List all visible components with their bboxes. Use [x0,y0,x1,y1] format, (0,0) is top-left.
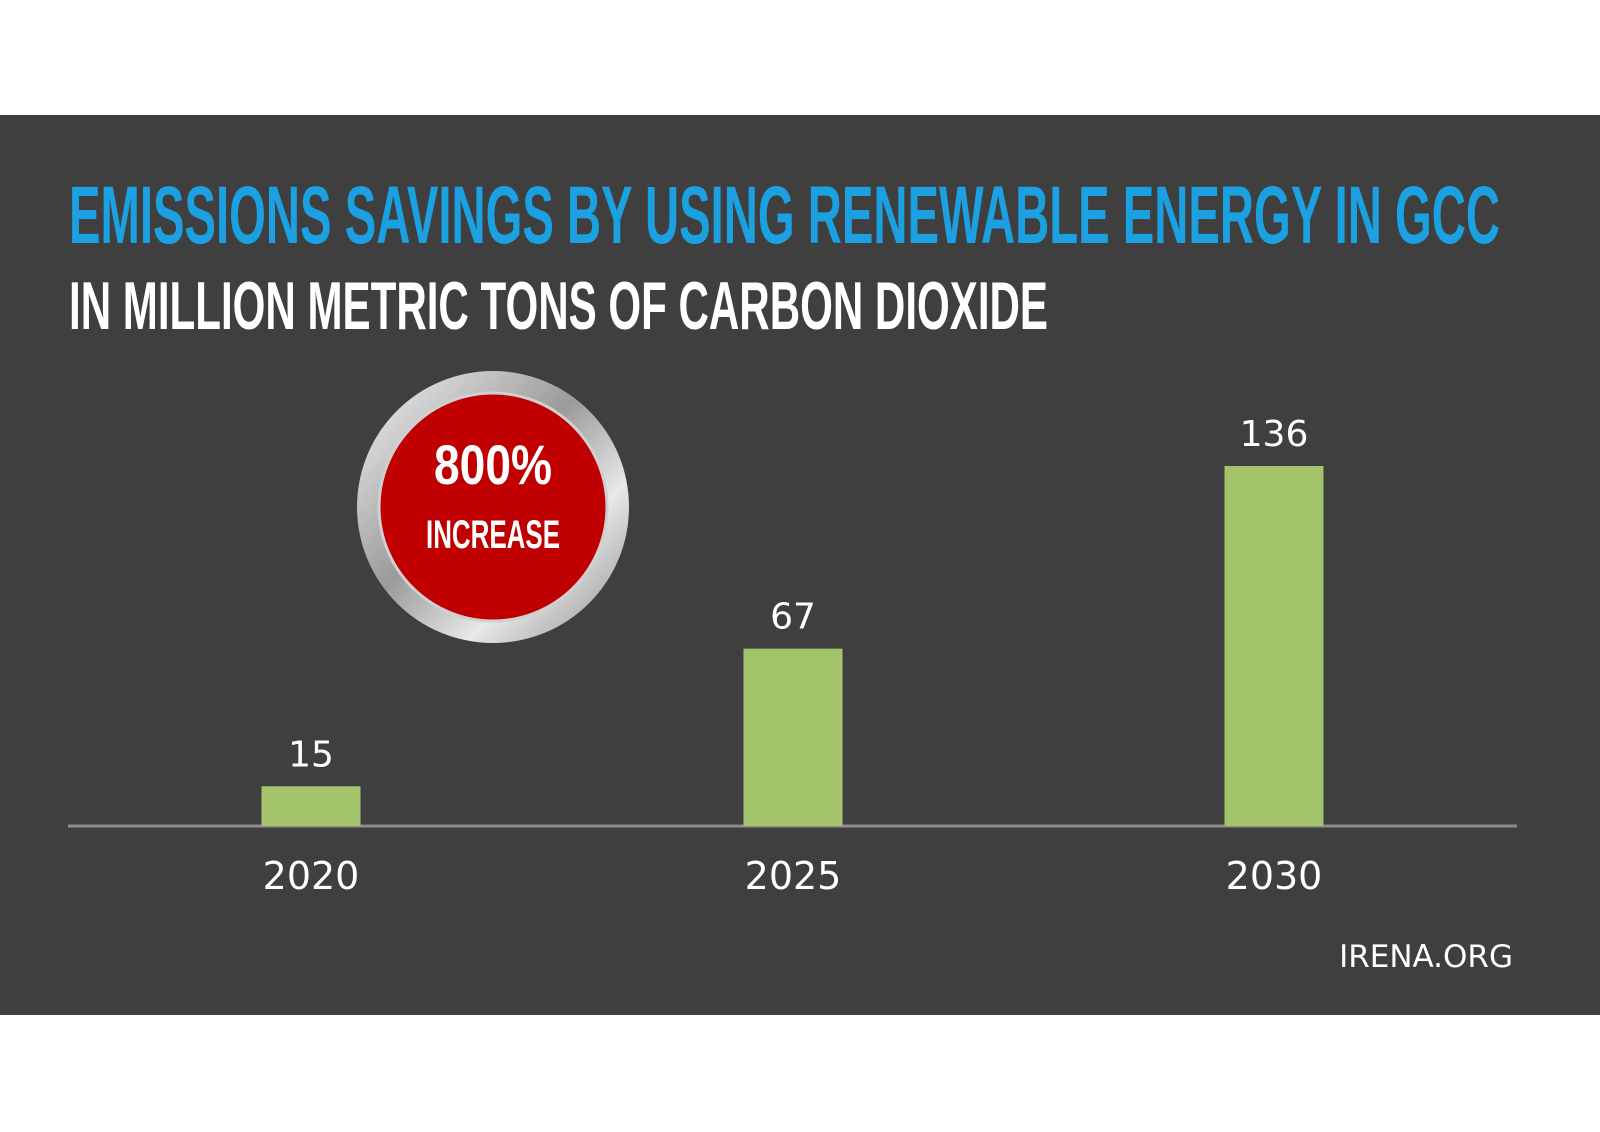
badge-disc [377,391,609,623]
chart-title: EMISSIONS SAVINGS BY USING RENEWABLE ENE… [69,170,1500,261]
x-tick-label: 2030 [1226,854,1323,898]
bar [743,648,843,826]
bar [261,786,361,826]
badge-label: INCREASE [426,513,560,557]
value-label: 15 [288,734,334,775]
chart-subtitle: IN MILLION METRIC TONS OF CARBON DIOXIDE [69,268,1048,344]
badge: 800% INCREASE [357,371,629,643]
x-tick-label: 2025 [745,854,842,898]
value-label: 67 [770,597,816,638]
x-tick-label: 2020 [263,854,360,898]
panel [0,115,1600,1015]
badge-value: 800% [434,433,552,496]
source: IRENA.ORG [1339,939,1513,975]
bar [1224,466,1324,826]
value-label: 136 [1240,414,1309,455]
